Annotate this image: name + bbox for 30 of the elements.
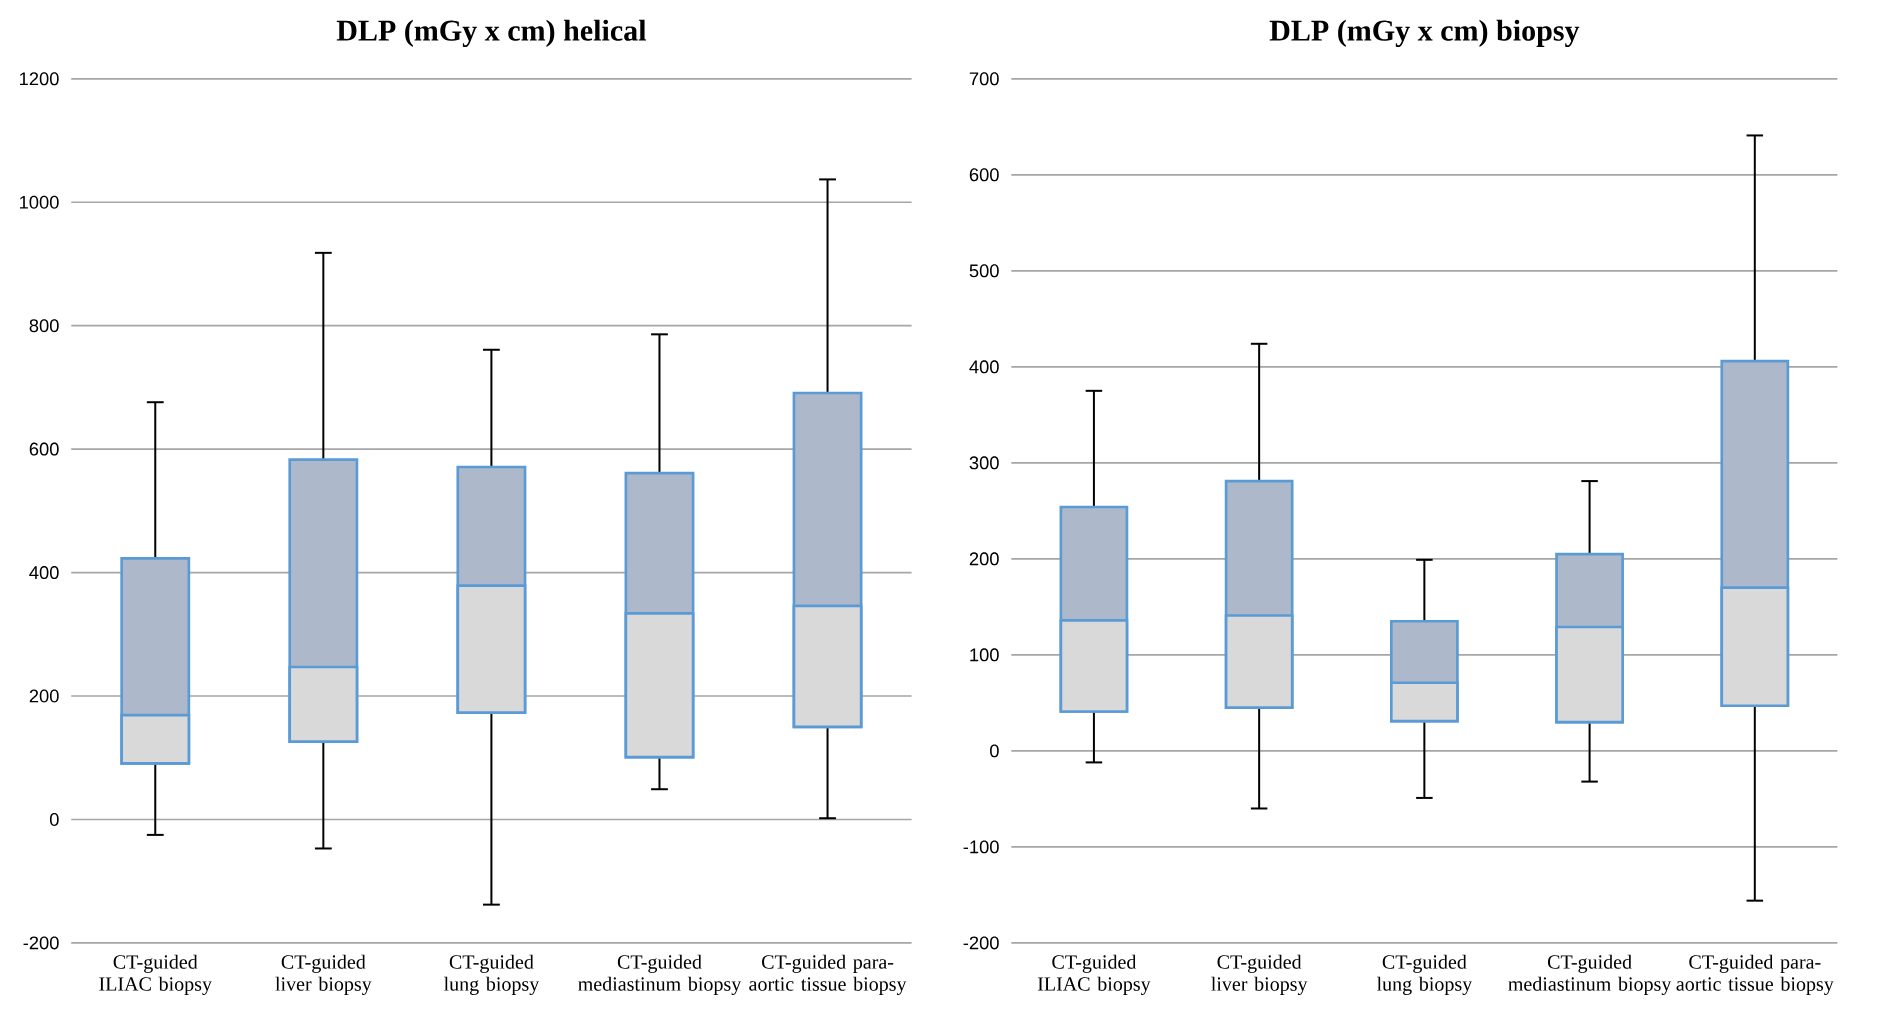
y-tick-label: 700	[969, 72, 999, 86]
y-tick-label: -100	[963, 840, 999, 854]
y-tick-label: 600	[969, 168, 999, 182]
y-tick-label: 200	[969, 552, 999, 566]
y-tick-label: 400	[969, 360, 999, 374]
x-tick-label: CT-guided ILIAC biopsy	[99, 954, 212, 995]
y-tick-label: 500	[969, 264, 999, 278]
x-tick-label: CT-guided mediastinum biopsy	[578, 954, 742, 995]
x-tick-label: CT-guided para-aortic tissue biopsy	[1676, 954, 1834, 995]
y-tick-label: 400	[29, 565, 59, 579]
y-tick-label: 800	[29, 318, 59, 332]
y-tick-label: -200	[23, 936, 59, 950]
y-tick-label: 600	[29, 442, 59, 456]
y-tick-label: -200	[963, 936, 999, 950]
chart-title: DLP (mGy x cm) biopsy	[1269, 19, 1580, 47]
y-tick-label: 1200	[20, 72, 59, 86]
y-tick-label: 200	[29, 689, 59, 703]
y-tick-label: 1000	[20, 195, 59, 209]
y-tick-label: 0	[49, 812, 59, 826]
x-tick-label: CT-guided lung biopsy	[1376, 954, 1473, 995]
x-tick-label: CT-guided mediastinum biopsy	[1508, 954, 1672, 995]
x-tick-label: CT-guided liver biopsy	[275, 954, 372, 995]
x-tick-label: CT-guided para-aortic tissue biopsy	[749, 954, 907, 995]
x-tick-label: CT-guided ILIAC biopsy	[1037, 954, 1151, 995]
chart-title: DLP (mGy x cm) helical	[336, 19, 647, 47]
x-tick-label: CT-guided lung biopsy	[443, 954, 540, 995]
y-tick-label: 100	[970, 648, 999, 662]
x-tick-label: CT-guided liver biopsy	[1211, 954, 1308, 995]
y-tick-label: 300	[969, 456, 999, 470]
y-tick-label: 0	[990, 744, 999, 758]
